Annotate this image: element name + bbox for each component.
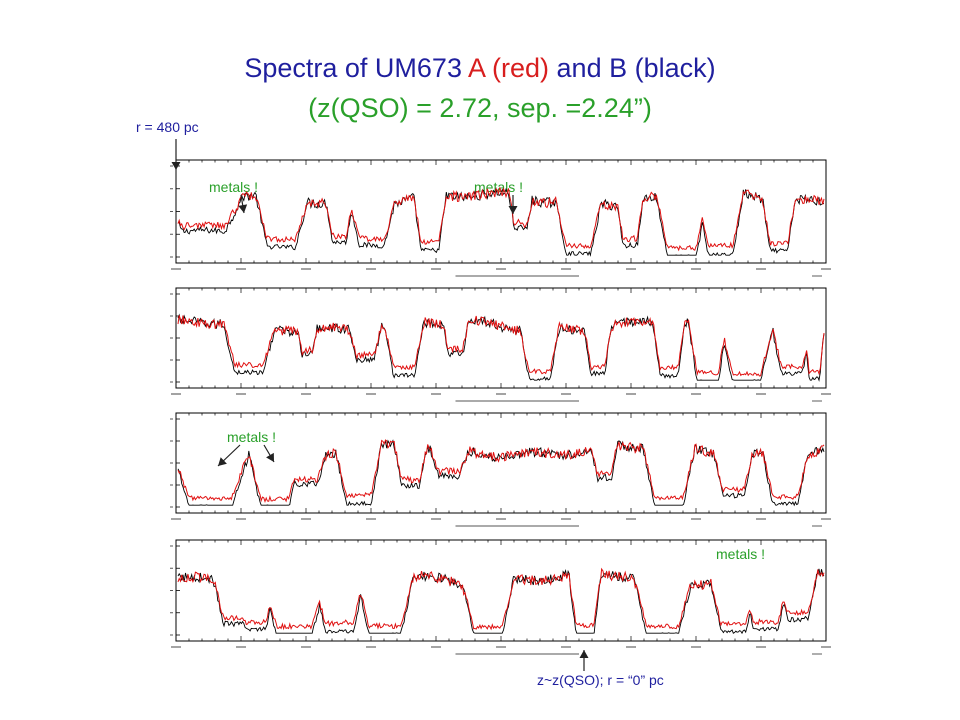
arrow-head [266,452,274,462]
chart-title: Spectra of UM673 A (red) and B (black) [0,51,960,85]
series-b-line [177,568,825,635]
arrow-head [579,650,589,658]
arrow-r-top [171,139,181,170]
annotation-r-top: r = 480 pc [136,119,199,135]
arrow-metals-3a [217,444,241,467]
title-series-b: B (black) [609,53,716,83]
arrow-head [171,162,181,170]
title-series-a: A (red) [467,53,550,83]
series-b-line [177,439,825,507]
annotation-metals-2: metals ! [474,179,524,195]
spectrum-panel-2 [170,287,831,402]
annotation-metals-3: metals ! [227,429,277,445]
series-a-line [177,439,825,504]
annotation-metals-4: metals ! [716,546,766,562]
annotation-metals-1: metals ! [209,179,259,195]
arrow-metals-2 [508,195,518,214]
spectrum-panel-3 [170,412,831,527]
title-and: and [556,53,602,83]
arrow-metals-1 [238,194,248,214]
series-a-line [177,187,825,252]
arrow-head [238,204,248,213]
panel-frame [175,412,827,514]
spectrum-panel-1 [170,159,831,277]
arrow-r-bottom [579,650,589,671]
spectrum-panel-4 [170,539,831,655]
chart-subtitle: (z(QSO) = 2.72, sep. =2.24”) [308,93,652,123]
series-a-line [177,315,825,377]
arrow-head [508,206,518,214]
series-a-line [177,567,825,631]
arrow-head [218,457,227,466]
arrow-metals-3b [263,444,275,463]
annotation-r-bottom: z~z(QSO); r = “0” pc [537,672,664,688]
series-b-line [177,186,825,257]
title-object: Spectra of UM673 [244,53,462,83]
